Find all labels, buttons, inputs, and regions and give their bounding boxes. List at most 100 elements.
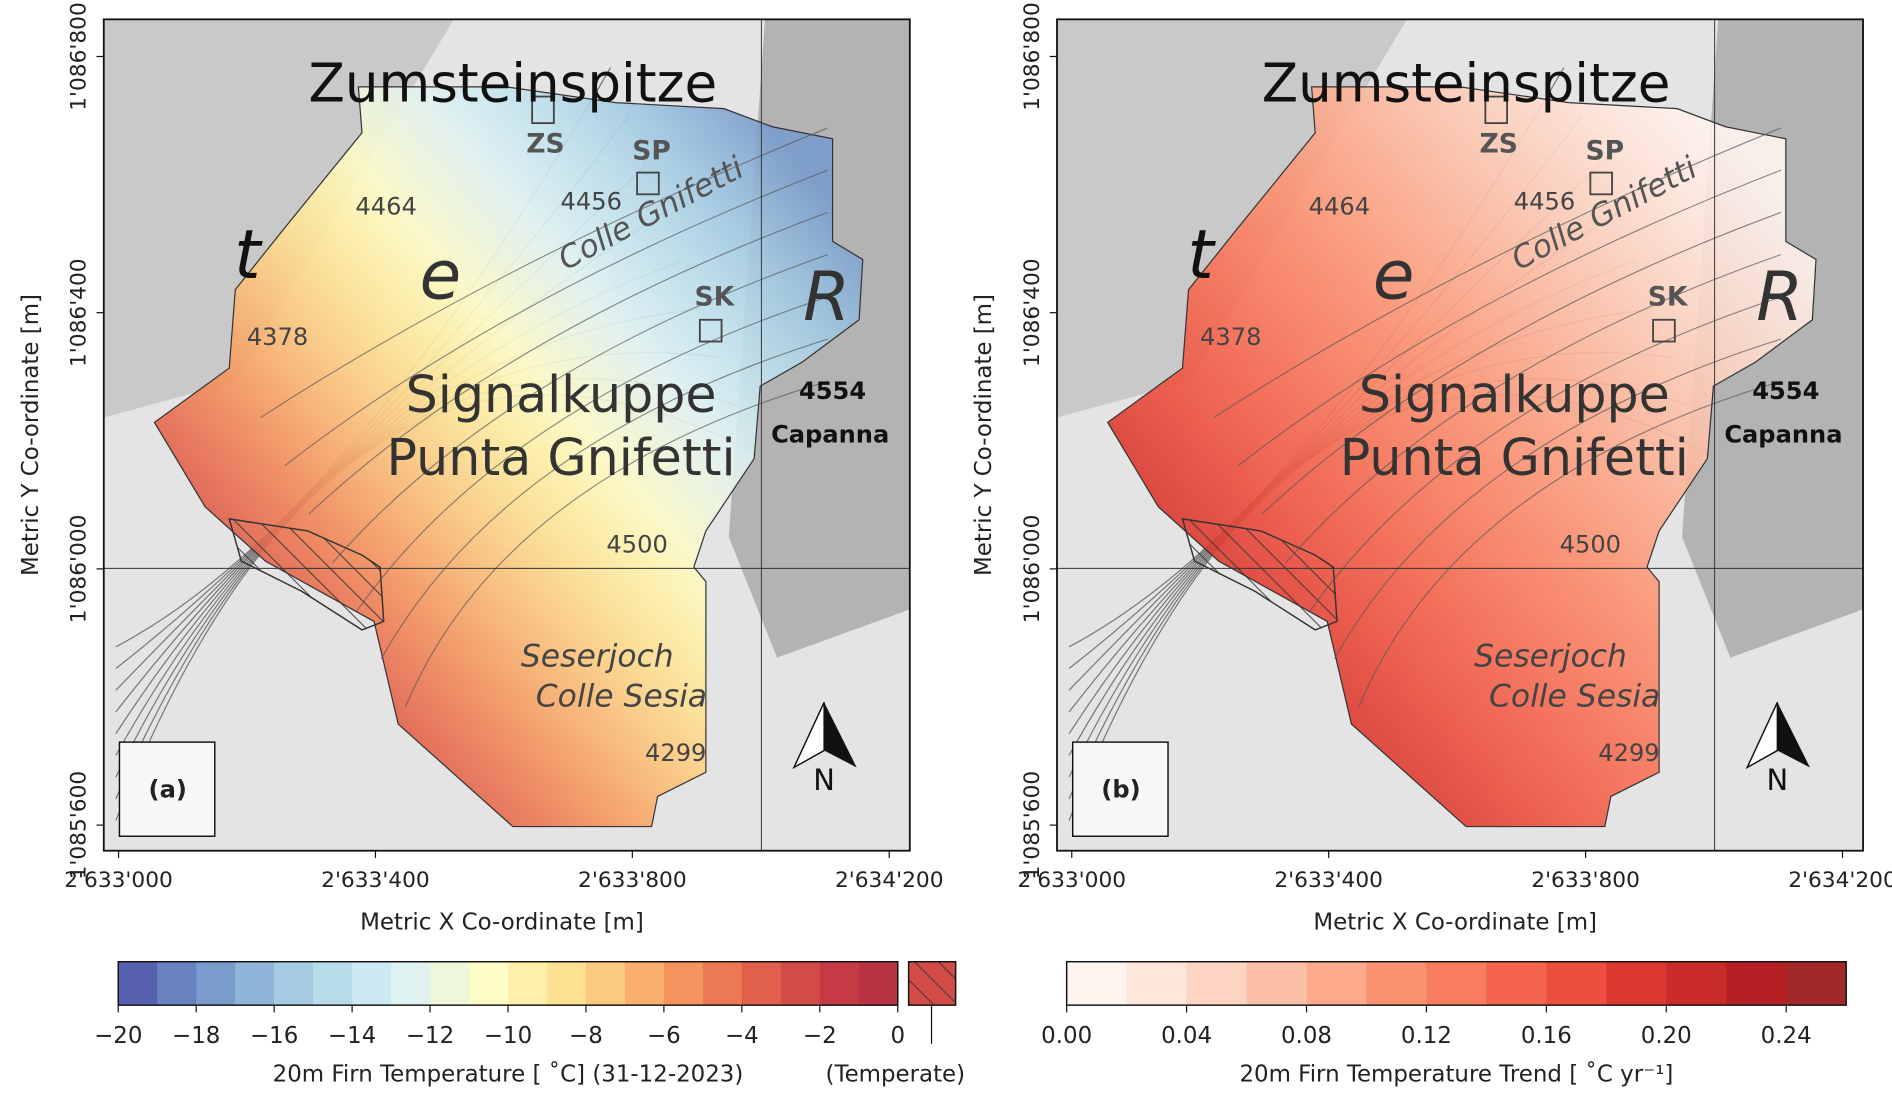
x-tick-label: 2'633'000: [64, 868, 173, 893]
x-axis-label: Metric X Co-ordinate [m]: [1313, 910, 1597, 936]
colorbar-tick-label: 0.08: [1281, 1023, 1332, 1049]
colorbar-bin: [702, 961, 743, 1006]
y-tick-label: 1'086'000: [67, 515, 92, 624]
contour: [1358, 380, 1782, 708]
x-tick-label: 2'634'200: [835, 868, 944, 893]
map-label: 4464: [1309, 193, 1370, 221]
colorbar-tick-label: −18: [172, 1023, 220, 1049]
colorbar-bin: [469, 961, 509, 1006]
colorbar-bin: [507, 961, 548, 1006]
map-label: Signalkuppe: [406, 365, 717, 424]
colorbar-bin: [430, 961, 470, 1006]
map-label: Punta Gnifetti: [387, 428, 736, 487]
map-label: Zumsteinspitze: [1262, 53, 1671, 115]
contour: [260, 127, 828, 418]
colorbar-tick-label: −10: [484, 1023, 532, 1049]
map-label: Signalkuppe: [1359, 365, 1670, 424]
map-label: Seserjoch: [521, 639, 674, 675]
contour: [1334, 338, 1782, 660]
colorbar-bin: [546, 961, 587, 1006]
colorbar-bin: [352, 961, 392, 1006]
colorbar-tick-label: 0.24: [1761, 1023, 1812, 1049]
colorbar-label: 20m Firn Temperature Trend [ ˚C yr⁻¹]: [1239, 1061, 1673, 1088]
colorbar-tick-label: −6: [647, 1023, 681, 1049]
colorbar-bin: [663, 961, 704, 1006]
contour: [284, 169, 828, 467]
temperate-zone: [228, 518, 385, 631]
colorbar-bin: [274, 961, 314, 1006]
panel-label-box: [1071, 741, 1169, 837]
x-axis-label: Metric X Co-ordinate [m]: [360, 910, 644, 936]
colorbar-tick-label: −14: [328, 1023, 376, 1049]
colorbar-bin: [819, 961, 860, 1006]
map-label: 4299: [645, 739, 706, 767]
contour: [332, 254, 828, 563]
site-box: [636, 171, 660, 196]
colorbar-tick-label: −2: [803, 1023, 837, 1049]
hatch-swatch: [907, 960, 957, 1006]
colorbar-bin: [1486, 961, 1547, 1006]
colorbar-tick-label: 0.16: [1521, 1023, 1572, 1049]
colorbar-tick-label: 0: [890, 1023, 905, 1049]
map-label: 4299: [1598, 739, 1659, 767]
colorbar-bin: [624, 961, 665, 1006]
colorbar-bin: [1726, 961, 1787, 1006]
y-tick-label: 1'086'000: [1020, 515, 1045, 624]
colorbar-bin: [1786, 961, 1847, 1006]
panel-label: (b): [1101, 775, 1140, 803]
map-label: Colle Sesia: [536, 678, 707, 714]
colorbar-tick-label: 0.12: [1401, 1023, 1452, 1049]
colorbar-tick-label: 0.20: [1641, 1023, 1692, 1049]
map-label: 4378: [247, 323, 308, 351]
colorbar-bin: [391, 961, 431, 1006]
north-arrow: [824, 702, 857, 768]
panel-label: (a): [149, 775, 187, 803]
map-label: 4554: [1752, 377, 1819, 405]
map-label: R: [803, 257, 850, 336]
x-tick-label: 2'633'400: [321, 868, 430, 893]
map-label: Colle Sesia: [1489, 678, 1660, 714]
contour: [356, 296, 828, 611]
map-label: 4456: [561, 188, 622, 216]
colorbar-bin: [1126, 961, 1188, 1006]
y-tick-label: 1'086'400: [67, 258, 92, 367]
contour: [1237, 169, 1782, 467]
map-label: 4378: [1200, 323, 1261, 351]
colorbar-frame: [1065, 960, 1847, 1006]
contour: [1213, 127, 1782, 418]
colorbar-bin: [157, 961, 197, 1006]
colorbar-bin: [1366, 961, 1428, 1006]
map-label: N: [1767, 763, 1789, 797]
site-box: [1484, 95, 1508, 125]
x-tick-label: 2'633'800: [578, 868, 687, 893]
x-tick-label: 2'634'200: [1788, 868, 1892, 893]
colorbar-tick-label: 0.00: [1041, 1023, 1092, 1049]
contour: [380, 338, 828, 660]
map-label: SP: [632, 136, 671, 167]
y-tick-label: 1'085'600: [67, 771, 92, 880]
colorbar-bin: [741, 961, 782, 1006]
colorbar-tick-label: −20: [94, 1023, 142, 1049]
colorbar-bin: [1246, 961, 1308, 1006]
map-label: Zumsteinspitze: [308, 53, 717, 115]
site-box: [1652, 318, 1676, 343]
map-label: SP: [1586, 136, 1625, 167]
colorbar-bin: [235, 961, 275, 1006]
hatch-label: (Temperate): [826, 1062, 966, 1088]
colorbar-label: 20m Firn Temperature [ ˚C] (31-12-2023): [273, 1061, 744, 1088]
panel-label-box: [118, 741, 216, 837]
colorbar-bin: [1306, 961, 1368, 1006]
colorbar-bin: [1606, 961, 1667, 1006]
map-label: t: [234, 215, 263, 294]
colorbar-bin: [1546, 961, 1607, 1006]
x-tick-label: 2'633'000: [1017, 868, 1126, 893]
map-label: Punta Gnifetti: [1340, 428, 1689, 487]
y-axis-label: Metric Y Co-ordinate [m]: [18, 294, 44, 576]
map-label: t: [1187, 215, 1216, 294]
map-label: ZS: [526, 128, 564, 159]
map-label: SK: [694, 282, 735, 313]
north-arrow: [1777, 702, 1810, 768]
colorbar-tick-label: −4: [725, 1023, 759, 1049]
